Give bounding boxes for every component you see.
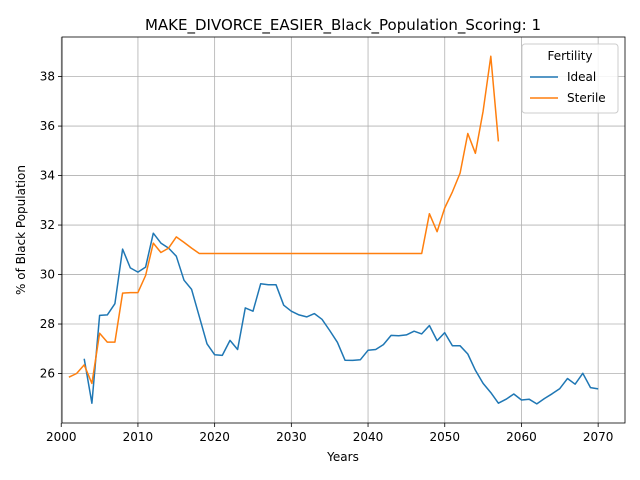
y-tick-label: 32 (40, 218, 55, 232)
y-tick-label: 26 (40, 367, 55, 381)
y-tick-label: 38 (40, 70, 55, 84)
y-axis-ticks: 26 28 30 32 34 36 38 (40, 70, 62, 381)
legend-label-sterile: Sterile (567, 91, 606, 105)
legend-label-ideal: Ideal (567, 70, 596, 84)
x-tick-label: 2000 (46, 430, 77, 444)
series-line-ideal (83, 232, 599, 405)
y-tick-label: 34 (40, 169, 55, 183)
x-tick-label: 2020 (199, 430, 230, 444)
y-tick-label: 36 (40, 119, 55, 133)
x-tick-label: 2070 (583, 430, 614, 444)
legend: Fertility Ideal Sterile (521, 43, 619, 114)
plot-frame (61, 36, 626, 424)
x-tick-label: 2010 (123, 430, 154, 444)
series-line-sterile (68, 55, 500, 385)
legend-title: Fertility (547, 49, 592, 63)
chart-title: MAKE_DIVORCE_EASIER_Black_Population_Sco… (145, 16, 541, 35)
legend-box (521, 43, 619, 114)
x-tick-label: 2050 (429, 430, 460, 444)
series-layer (68, 55, 599, 405)
x-axis-label: Years (326, 450, 359, 464)
x-axis-ticks: 2000 2010 2020 2030 2040 2050 2060 2070 (46, 423, 613, 444)
y-tick-label: 28 (40, 317, 55, 331)
y-axis-label: % of Black Population (14, 165, 28, 295)
x-tick-label: 2030 (276, 430, 307, 444)
y-tick-label: 30 (40, 268, 55, 282)
x-tick-label: 2060 (506, 430, 537, 444)
x-tick-label: 2040 (353, 430, 384, 444)
